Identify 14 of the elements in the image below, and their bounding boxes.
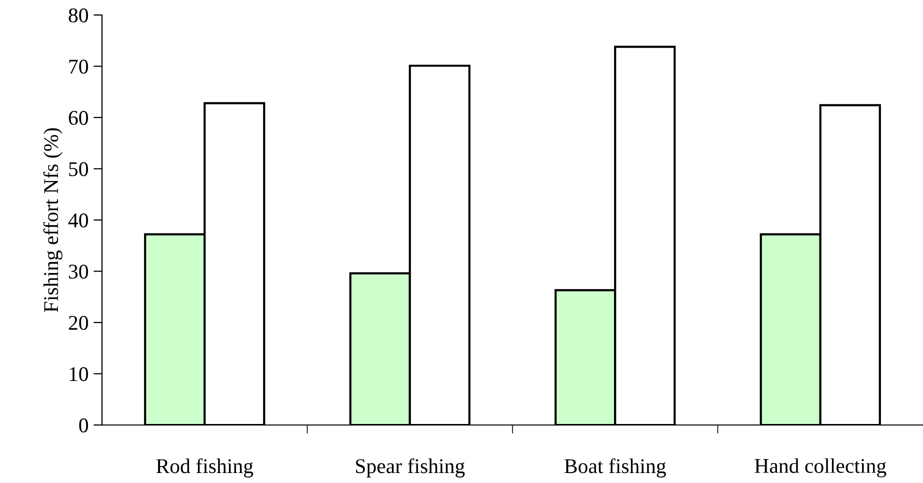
x-tick-label: Spear fishing xyxy=(356,458,465,478)
x-tick-label: Boat fishing xyxy=(564,458,666,478)
y-tick-label: 80 xyxy=(68,8,88,22)
y-axis-title: Fishing effort Nfs (%) xyxy=(43,128,62,312)
x-tick-label: Rod fishing xyxy=(156,458,254,478)
y-tick-label: 70 xyxy=(69,60,88,74)
y-tick-label: 20 xyxy=(68,316,88,330)
y-tick-label: 10 xyxy=(70,367,88,382)
x-tick-label: Hand collecting xyxy=(754,458,886,478)
y-tick-label: 0 xyxy=(79,418,88,432)
y-tick-label: 50 xyxy=(69,162,88,176)
y-tick-label: 40 xyxy=(68,213,88,228)
y-tick-label: 30 xyxy=(68,264,88,279)
y-tick-label: 60 xyxy=(68,110,88,125)
